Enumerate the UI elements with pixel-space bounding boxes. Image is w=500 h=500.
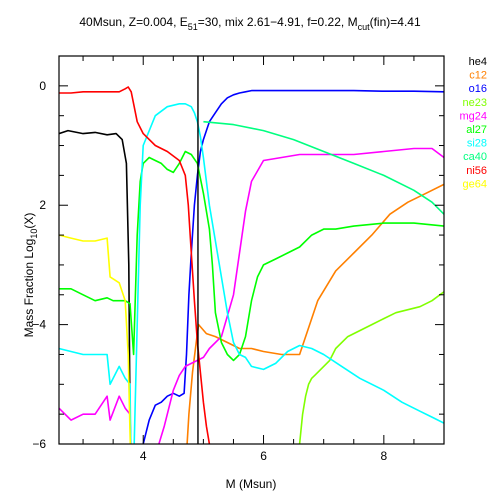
series-line-ca40 <box>203 120 444 215</box>
x-tick-label: 8 <box>381 449 388 463</box>
x-axis-title: M (Msun) <box>226 477 277 491</box>
series-line-ge64 <box>59 234 132 444</box>
x-tick-label: 4 <box>140 449 147 463</box>
y-tick-label: 0 <box>39 79 46 93</box>
plot-frame <box>58 55 445 445</box>
legend-item-al27: al27 <box>466 124 487 136</box>
legend-item-ne23: ne23 <box>463 97 487 109</box>
y-axis-title: Mass Fraction Log10(X) <box>22 213 39 338</box>
y-tick-label: −4 <box>32 318 46 332</box>
y-tick-label: 2 <box>39 198 46 212</box>
y-tick-label: −6 <box>32 437 46 451</box>
x-tick-label: 6 <box>260 449 267 463</box>
legend-item-ge64: ge64 <box>463 178 487 190</box>
legend-item-si28: si28 <box>467 138 487 150</box>
legend-item-mg24: mg24 <box>459 110 487 122</box>
series-line-si28 <box>59 103 444 444</box>
series-line-mg24 <box>59 147 444 444</box>
series-layer <box>59 86 444 444</box>
legend-item-ni56: ni56 <box>466 165 487 177</box>
chart-title: 40Msun, Z=0.004, E51=30, mix 2.61−4.91, … <box>79 15 421 32</box>
ticks-layer: 4 6 8 0 2 −4 −6 <box>32 55 445 463</box>
legend-item-ca40: ca40 <box>463 151 487 163</box>
series-line-ne23 <box>298 291 444 444</box>
legend-item-he4: he4 <box>469 56 487 68</box>
legend-item-o16: o16 <box>469 83 487 95</box>
series-line-ni56 <box>59 86 211 444</box>
legend-item-c12: c12 <box>469 70 487 82</box>
